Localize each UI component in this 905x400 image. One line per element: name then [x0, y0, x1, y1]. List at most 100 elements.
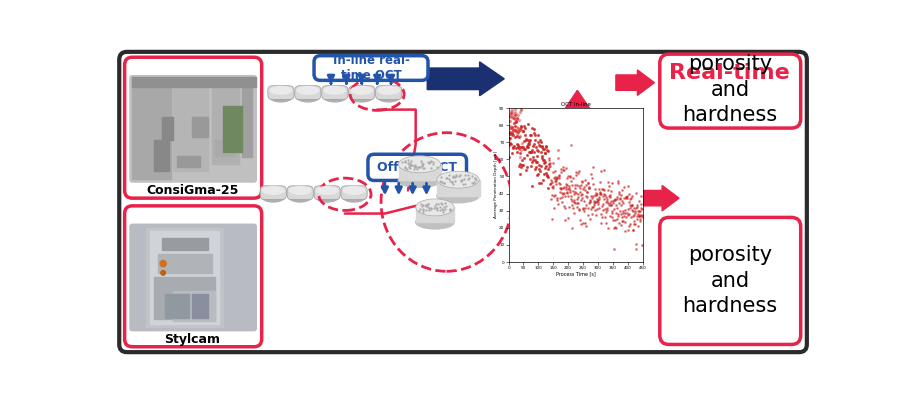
Bar: [132, 79, 171, 179]
Ellipse shape: [377, 91, 400, 102]
Point: [508, 112, 522, 118]
Point: [556, 167, 570, 173]
Text: porosity
and
hardness: porosity and hardness: [682, 245, 777, 316]
Point: [595, 201, 610, 207]
Point: [605, 200, 620, 206]
Point: [515, 140, 529, 146]
Point: [619, 194, 634, 200]
Point: [537, 157, 551, 163]
Point: [635, 206, 650, 212]
Point: [538, 165, 552, 171]
Point: [526, 142, 540, 149]
Bar: [154, 140, 169, 171]
Point: [571, 194, 586, 200]
Point: [509, 101, 523, 108]
Text: Offline OCT: Offline OCT: [377, 161, 457, 174]
Point: [501, 130, 516, 136]
Point: [581, 185, 595, 191]
FancyBboxPatch shape: [368, 154, 466, 180]
Point: [510, 125, 525, 131]
FancyArrow shape: [563, 90, 592, 133]
Point: [515, 144, 529, 150]
Ellipse shape: [289, 191, 311, 202]
Point: [548, 180, 563, 187]
Point: [535, 143, 549, 149]
Point: [617, 207, 632, 213]
Point: [548, 176, 563, 182]
Point: [628, 221, 643, 227]
Point: [527, 126, 541, 132]
Bar: [565, 183, 638, 215]
Point: [505, 132, 519, 139]
Point: [559, 190, 574, 196]
Point: [579, 223, 594, 229]
Point: [577, 198, 592, 204]
Point: [604, 188, 618, 195]
Point: [613, 208, 627, 214]
Text: OCT
image: OCT image: [581, 225, 622, 253]
Point: [548, 168, 562, 174]
Point: [505, 107, 519, 114]
Point: [631, 208, 645, 214]
Point: [575, 191, 589, 197]
Point: [587, 186, 602, 192]
Point: [528, 157, 542, 163]
Bar: [565, 183, 638, 186]
Point: [579, 182, 594, 188]
Point: [605, 180, 620, 186]
Point: [635, 214, 650, 220]
X-axis label: Process Time [s]: Process Time [s]: [556, 272, 595, 276]
Point: [505, 124, 519, 130]
Point: [583, 199, 597, 205]
Point: [611, 180, 625, 186]
Point: [576, 204, 590, 211]
Point: [597, 206, 612, 212]
Point: [511, 146, 526, 152]
Point: [524, 148, 538, 155]
Point: [589, 190, 604, 196]
Point: [502, 125, 517, 131]
Text: In-line real-
time OCT: In-line real- time OCT: [333, 54, 409, 82]
Point: [595, 186, 610, 192]
Point: [511, 112, 526, 118]
Point: [557, 184, 571, 190]
Point: [538, 159, 552, 165]
Point: [552, 180, 567, 186]
Point: [506, 110, 520, 116]
Point: [617, 184, 632, 190]
Point: [549, 178, 564, 185]
Point: [593, 190, 607, 196]
Point: [624, 202, 639, 209]
Point: [605, 217, 620, 223]
Point: [529, 158, 544, 165]
Point: [536, 145, 550, 152]
Bar: [166, 294, 188, 318]
Point: [529, 172, 544, 178]
Point: [505, 114, 519, 120]
Point: [524, 148, 538, 155]
Point: [622, 199, 636, 205]
Point: [535, 144, 549, 151]
Point: [582, 184, 596, 190]
Point: [564, 196, 578, 202]
Point: [532, 137, 547, 143]
Point: [509, 118, 523, 125]
Point: [554, 186, 568, 192]
Ellipse shape: [271, 86, 291, 94]
Point: [573, 217, 587, 224]
Point: [517, 146, 531, 152]
Point: [503, 114, 518, 120]
Point: [592, 194, 606, 200]
Point: [633, 218, 647, 224]
Point: [594, 220, 608, 226]
Point: [614, 187, 629, 193]
Point: [511, 163, 526, 170]
Point: [627, 221, 642, 228]
Point: [621, 227, 635, 233]
FancyBboxPatch shape: [260, 186, 286, 200]
FancyBboxPatch shape: [119, 52, 807, 352]
Point: [504, 92, 519, 99]
Point: [506, 127, 520, 133]
Point: [523, 163, 538, 169]
Point: [508, 134, 522, 140]
